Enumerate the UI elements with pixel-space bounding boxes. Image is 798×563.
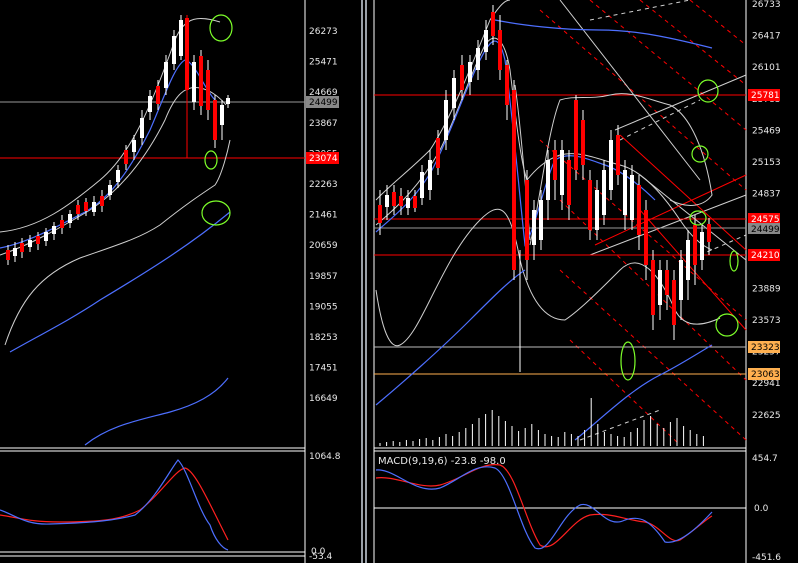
right-price-axis-tick-label: 26101: [752, 63, 781, 73]
left-current-price-box: [306, 96, 339, 108]
right-highlight-ellipse-4[interactable]: [729, 250, 739, 272]
left-price-axis-tick-label: 20659: [309, 241, 338, 251]
right-macd-panel[interactable]: MACD(9,19,6) -23.8 -98.0 454.7 0.0 -451.…: [374, 454, 781, 563]
right-price-axis-tick-label: 26417: [752, 32, 781, 42]
right-price-axis-tick-label: 26733: [752, 0, 781, 10]
right-trend-lines: [559, 0, 747, 331]
right-label-bottom: 23063: [751, 370, 780, 380]
right-price-axis-tick-label: 25469: [752, 126, 781, 136]
right-label-support-box: [748, 249, 780, 261]
right-long-ma: [375, 269, 713, 441]
right-label-mid: 24575: [751, 215, 780, 225]
right-chart-window[interactable]: 2673326417261012578525469251532483724521…: [374, 0, 781, 563]
right-price-axis-tick-label: 25153: [752, 158, 781, 168]
right-price-axis-tick-label: 22625: [752, 411, 781, 421]
right-macd-signal: [375, 464, 713, 548]
right-label-high-box: [748, 89, 780, 101]
right-price-axis-tick-label: 24837: [752, 190, 781, 200]
left-price-axis-tick-label: 26273: [309, 27, 338, 37]
right-price-axis: 2673326417261012578525469251532483724521…: [752, 0, 781, 421]
right-highlight-ellipse-5[interactable]: [715, 313, 739, 337]
left-price-axis: 2627325471246692386723065222632146120659…: [309, 27, 338, 404]
left-highlight-ellipse-low[interactable]: [201, 200, 231, 226]
right-label-low: 23323: [751, 343, 780, 353]
right-label-bottom-box: [748, 368, 780, 380]
right-current-price-box: [748, 223, 780, 234]
left-slow-ma: [9, 211, 231, 353]
right-highlight-ellipse-6[interactable]: [620, 341, 636, 381]
left-macd-axis-bottom: -53.4: [309, 552, 333, 562]
right-label-support: 24210: [751, 251, 780, 261]
left-macd-axis-zero: 0.0: [311, 547, 326, 557]
right-highlight-ellipse-1[interactable]: [697, 79, 719, 103]
right-white-dashed-lines: [579, 0, 747, 441]
right-macd-title: MACD(9,19,6) -23.8 -98.0: [378, 456, 506, 467]
left-macd-panel[interactable]: 1064.8 0.0 -53.4: [0, 452, 341, 562]
left-macd-axis-top: 1064.8: [309, 452, 341, 462]
left-highlight-ellipse-top[interactable]: [209, 14, 233, 42]
right-volume-bars: [379, 398, 704, 446]
left-price-axis-tick-label: 17451: [309, 364, 338, 374]
right-candles: [378, 5, 711, 340]
left-price-area[interactable]: [0, 0, 305, 447]
left-level-price-box: [306, 152, 339, 164]
left-price-axis-tick-label: 21461: [309, 211, 338, 221]
right-slow-ma: [494, 19, 713, 49]
right-current-price-label: 24499: [751, 225, 780, 235]
left-price-axis-tick-label: 18253: [309, 333, 338, 343]
left-price-axis-tick-label: 22263: [309, 180, 338, 190]
right-macd-axis-top: 454.7: [752, 454, 778, 464]
left-macd-main: [0, 459, 229, 551]
left-current-price-label: 24499: [309, 98, 338, 108]
left-level-price-label: 23074: [309, 154, 338, 164]
left-price-axis-tick-label: 16649: [309, 394, 338, 404]
left-price-axis-tick-label: 19055: [309, 302, 338, 312]
left-fast-ma: [0, 59, 216, 249]
left-price-axis-tick-label: 24669: [309, 88, 338, 98]
left-candles: [6, 15, 230, 265]
left-price-axis-tick-label: 25471: [309, 58, 338, 68]
left-highlight-ellipse-mid[interactable]: [204, 150, 218, 170]
right-price-axis-tick-label: 23889: [752, 284, 781, 294]
left-price-axis-tick-label: 23867: [309, 119, 338, 129]
left-chart-window[interactable]: 2627325471246692386723065222632146120659…: [0, 0, 341, 563]
window-divider[interactable]: [340, 0, 374, 563]
left-macd-signal: [0, 467, 229, 541]
left-lower-band: [4, 139, 231, 346]
right-mid-ma: [375, 37, 713, 251]
right-price-axis-tick-label: 22941: [752, 379, 781, 389]
right-band-loop: [529, 93, 713, 246]
left-lower-blue: [84, 377, 229, 446]
right-label-low-box: [748, 341, 780, 353]
right-highlight-ellipse-2[interactable]: [691, 145, 709, 163]
right-macd-main: [375, 466, 713, 550]
right-highlight-ellipse-3[interactable]: [689, 210, 707, 226]
right-macd-axis-bottom: -451.6: [752, 553, 781, 563]
right-label-mid-box: [748, 213, 780, 225]
right-macd-axis-zero: 0.0: [754, 504, 769, 514]
right-label-high: 25781: [751, 91, 780, 101]
left-price-axis-tick-label: 19857: [309, 272, 338, 282]
right-price-axis-tick-label: 23573: [752, 316, 781, 326]
